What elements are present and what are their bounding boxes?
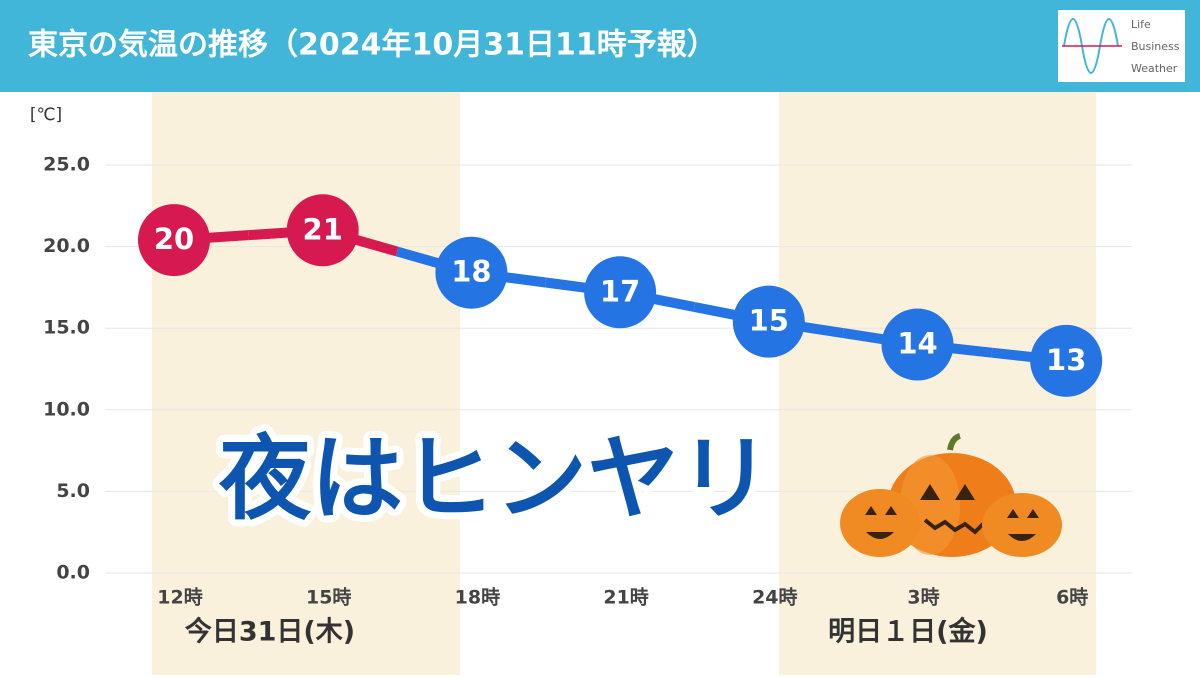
x-tick-label: 6時 — [1056, 587, 1088, 609]
value-label: 17 — [600, 274, 640, 308]
value-label: 14 — [897, 327, 937, 361]
day-band — [152, 92, 460, 675]
logo-text: Business — [1131, 40, 1180, 53]
x-tick-label: 21時 — [603, 587, 648, 609]
y-tick-label: 10.0 — [43, 398, 90, 420]
y-tick-label: 0.0 — [56, 562, 90, 584]
x-tick-label: 12時 — [157, 587, 202, 609]
point — [1030, 324, 1103, 397]
x-tick-label: 3時 — [907, 587, 939, 609]
chart-title: 東京の気温の推移（2024年10月31日11時予報） — [28, 28, 717, 63]
value-label: 15 — [749, 304, 789, 338]
x-tick-label: 15時 — [306, 587, 351, 609]
y-tick-label: 25.0 — [43, 154, 90, 176]
point — [138, 204, 210, 277]
logo-wave — [1063, 18, 1119, 74]
y-tick-label: 15.0 — [43, 317, 90, 339]
value-label: 21 — [303, 212, 343, 246]
point — [881, 308, 954, 381]
y-tick-label: 20.0 — [43, 235, 90, 257]
pumpkins — [840, 433, 1062, 557]
x-tick-label: 24時 — [752, 587, 797, 609]
annotation: 夜はヒンヤリ — [218, 425, 771, 532]
point — [286, 194, 359, 267]
value-label: 18 — [451, 255, 491, 289]
day-label: 今日31日(木) — [185, 616, 355, 648]
point — [584, 256, 657, 329]
title-bar — [0, 0, 1200, 92]
plot: 0.0 5.0 10.0 15.0 20.0 25.0 12時 15時 18時 21時 24時 3時 6… — [43, 154, 1132, 609]
y-unit: [℃] — [30, 105, 62, 125]
value-label: 20 — [154, 222, 194, 256]
x-tick-label: 18時 — [455, 587, 500, 609]
day-label: 明日１日(金) — [828, 616, 988, 648]
logo-text: Weather — [1131, 62, 1178, 75]
y-tick-label: 5.0 — [56, 480, 90, 502]
value-label: 13 — [1046, 343, 1086, 377]
logo-text: Life — [1131, 18, 1151, 31]
point — [732, 285, 805, 358]
point — [435, 236, 508, 309]
